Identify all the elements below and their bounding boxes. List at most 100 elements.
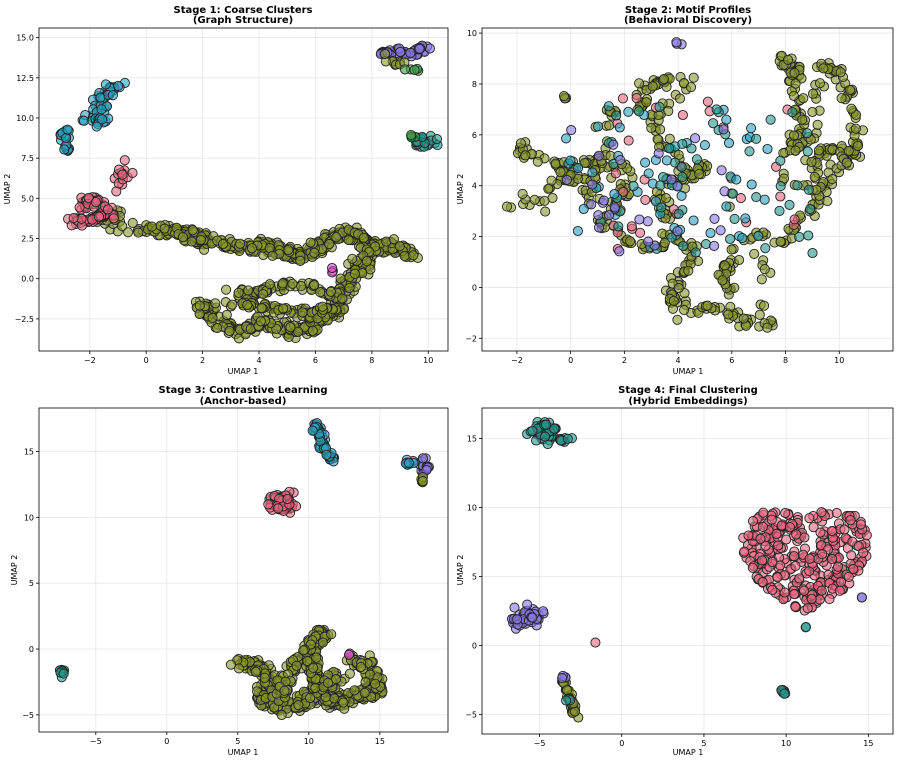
data-point-olive	[305, 237, 316, 248]
data-point-pink	[790, 561, 801, 572]
data-point-teal	[787, 107, 798, 118]
y-axis-label: UMAP 2	[3, 174, 12, 205]
data-point-teal	[539, 431, 551, 442]
panel-subtitle: (Behavioral Discovery)	[624, 15, 752, 26]
data-point-olive	[798, 93, 809, 104]
ticks-layer: −2 0 2 4 6 8 10 −2 0 2 4 6 8 10	[465, 29, 844, 365]
data-point-cyan	[609, 188, 620, 200]
data-point-olive	[255, 316, 266, 327]
data-point-green	[399, 64, 411, 75]
data-point-olive	[790, 145, 801, 156]
data-point-cyan	[97, 114, 108, 125]
data-point-teal	[431, 134, 443, 145]
data-point-olive	[307, 325, 318, 336]
data-point-olive	[673, 283, 684, 294]
data-point-olive	[836, 93, 847, 104]
data-point-olive	[782, 54, 794, 65]
data-point-purple	[716, 165, 727, 176]
data-point-pink	[90, 197, 101, 208]
data-point-purple	[608, 139, 619, 150]
data-point-olive	[293, 700, 304, 711]
data-point-pink	[776, 520, 787, 531]
data-point-pink	[789, 551, 800, 562]
data-point-olive	[233, 287, 244, 298]
data-point-olive	[558, 91, 570, 102]
data-point-olive	[759, 264, 770, 275]
panel-stage3: Stage 3: Contrastive Learning (Anchor-ba…	[10, 385, 449, 757]
data-point-olive	[625, 236, 636, 247]
data-point-olive	[501, 201, 513, 212]
data-point-purple	[609, 202, 620, 213]
data-point-purple	[719, 186, 730, 197]
y-axis-label: UMAP 2	[456, 555, 465, 586]
data-point-teal	[802, 146, 813, 157]
data-point-purple	[718, 124, 729, 135]
data-point-pink	[839, 524, 850, 535]
data-point-pink	[816, 585, 827, 596]
data-point-magenta	[343, 649, 355, 660]
data-point-olive	[337, 293, 348, 304]
data-point-cyan	[731, 174, 742, 185]
data-point-pink	[273, 503, 284, 514]
data-point-pink	[835, 577, 846, 588]
data-point-olive	[287, 278, 298, 289]
data-point-pink	[832, 561, 844, 572]
data-point-olive	[221, 309, 232, 320]
data-point-teal	[802, 128, 813, 139]
data-point-teal	[633, 106, 645, 117]
x-tick-label: 2	[200, 356, 205, 365]
data-point-olive	[195, 234, 206, 246]
data-point-olive	[658, 74, 669, 85]
data-point-pink	[631, 93, 642, 104]
data-point-olive	[685, 82, 697, 93]
data-point-teal	[541, 419, 552, 430]
data-point-pink	[802, 603, 813, 614]
data-point-olive	[702, 300, 713, 311]
data-point-teal	[527, 425, 538, 437]
data-point-magenta	[327, 262, 338, 274]
data-point-olive	[674, 93, 686, 104]
data-point-olive	[291, 660, 302, 671]
data-point-pink	[773, 540, 784, 551]
y-tick-label: 0	[472, 642, 477, 651]
data-point-cyan	[723, 137, 735, 149]
data-point-olive	[532, 156, 543, 167]
data-point-teal	[805, 204, 816, 215]
x-tick-label: 15	[863, 739, 873, 748]
data-point-olive	[360, 677, 371, 688]
data-point-olive	[543, 183, 554, 194]
data-point-olive	[278, 303, 289, 314]
data-point-cyan	[746, 123, 757, 134]
data-point-olive	[788, 130, 800, 141]
data-point-teal	[562, 433, 573, 444]
data-point-olive	[311, 652, 322, 663]
data-point-olive	[359, 687, 370, 698]
data-point-olive	[694, 168, 705, 179]
data-point-purple	[634, 214, 645, 225]
x-tick-label: −5	[534, 739, 546, 748]
y-tick-label: 10	[467, 29, 477, 38]
data-point-olive	[293, 326, 304, 337]
data-point-purple	[709, 213, 720, 224]
data-point-olive	[146, 221, 157, 232]
data-point-olive	[276, 709, 287, 721]
data-point-olive	[221, 284, 232, 295]
data-point-pink	[766, 514, 777, 525]
data-point-purple	[672, 181, 683, 192]
data-point-teal	[655, 180, 666, 191]
data-point-pink	[843, 571, 854, 582]
data-point-olive	[775, 236, 786, 247]
data-point-olive	[529, 194, 540, 205]
data-point-purple	[715, 225, 726, 236]
x-tick-label: 6	[313, 356, 318, 365]
data-point-olive	[660, 193, 672, 204]
data-point-cyan	[100, 79, 111, 90]
data-point-olive	[520, 150, 531, 161]
x-axis-label: UMAP 1	[228, 367, 259, 376]
data-point-cyan	[640, 157, 651, 168]
data-point-pink	[846, 550, 857, 561]
data-point-olive	[285, 322, 296, 333]
x-tick-label: 2	[622, 356, 627, 365]
data-point-olive	[814, 78, 826, 89]
data-point-pink	[757, 576, 768, 588]
